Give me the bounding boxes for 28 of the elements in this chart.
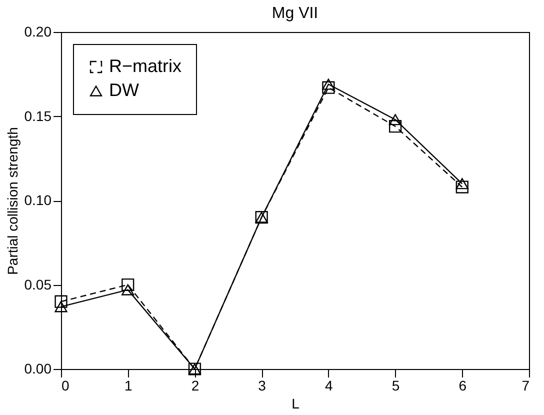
point	[456, 178, 468, 190]
point	[54, 301, 68, 312]
x-tick-label: 1	[124, 378, 132, 394]
y-tick-label: 0.10	[24, 192, 52, 208]
x-tick-label: 4	[325, 378, 334, 394]
point	[388, 120, 402, 133]
point	[122, 278, 134, 292]
y-tick-label: 0.15	[24, 108, 52, 124]
chart-title: Mg VII	[272, 5, 318, 22]
y-tick-label: 0.00	[24, 360, 52, 376]
x-tick-label: 7	[522, 378, 530, 394]
point	[388, 114, 402, 126]
legend-label: DW	[109, 80, 139, 100]
point	[456, 180, 468, 194]
x-tick-label: 0	[62, 378, 70, 394]
y-tick-label: 0.20	[24, 24, 52, 40]
x-tick-label: 3	[258, 378, 266, 394]
x-tick-label: 5	[392, 378, 400, 394]
y-axis-title: Partial collision strength	[4, 127, 20, 275]
x-axis-title: L	[292, 396, 300, 412]
point	[322, 78, 335, 90]
x-tick-label: 6	[458, 378, 467, 394]
legend-label: R−matrix	[109, 56, 182, 76]
point	[122, 284, 134, 296]
x-tick-label: 2	[191, 378, 200, 394]
y-tick-label: 0.05	[24, 276, 52, 292]
point	[322, 81, 335, 94]
point	[54, 295, 68, 308]
